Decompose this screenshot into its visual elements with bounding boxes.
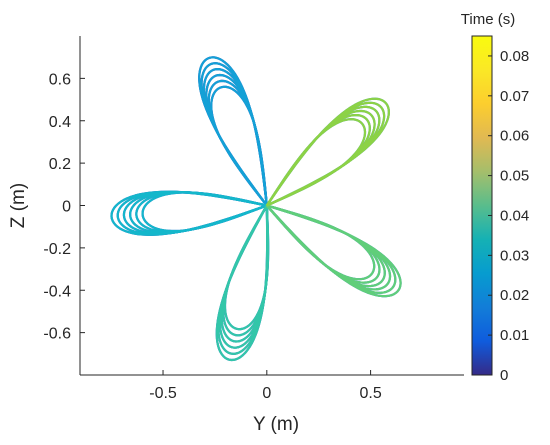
colorbar-tick-label: 0.04	[500, 207, 529, 224]
trajectory-ring	[265, 118, 367, 207]
colorbar-title: Time (s)	[461, 11, 515, 28]
trajectory-ring	[265, 105, 381, 207]
x-tick-label: 0.5	[359, 385, 381, 402]
trajectory-ring	[265, 204, 386, 288]
trajectory-ring	[265, 109, 376, 207]
colorbar-tick-label: 0	[500, 367, 508, 384]
trajectory-ring	[210, 85, 268, 207]
trajectory-ring	[141, 191, 268, 233]
trajectory-ring	[265, 105, 381, 207]
colorbar-gradient	[471, 35, 493, 376]
y-tick-label: -0.6	[43, 326, 71, 343]
trajectory-petal	[215, 204, 270, 362]
colorbar-tick-label: 0.06	[500, 128, 529, 145]
colorbar-tick-label: 0.05	[500, 168, 529, 185]
colorbar-tick-label: 0.03	[500, 247, 529, 264]
y-tick-label: 0.2	[49, 156, 71, 173]
trajectory-ring	[223, 204, 270, 331]
y-tick-label: -0.4	[43, 283, 71, 300]
colorbar-tick-label: 0.08	[500, 48, 529, 65]
trajectory-ring	[265, 118, 367, 207]
trajectory-ring	[217, 204, 269, 355]
trajectory-ring	[215, 204, 269, 362]
x-tick-label: -0.5	[149, 385, 177, 402]
trajectory-ring	[215, 204, 269, 362]
trajectory-ring	[265, 113, 371, 207]
colorbar-tick-label: 0.01	[500, 327, 529, 344]
trajectory-petal	[198, 56, 268, 207]
y-axis-label: Z (m)	[8, 183, 29, 228]
x-tick-label: 0	[262, 385, 271, 402]
trajectory-ring	[265, 113, 371, 207]
trajectory-ring	[217, 204, 269, 355]
y-tick-label: 0	[62, 199, 71, 216]
trajectory-ring	[265, 204, 392, 291]
colorbar: 0 0.01 0.02 0.03 0.04 0.05 0.06 0.07 0.08 Time (s…	[461, 11, 529, 384]
trajectory-petal	[110, 190, 268, 236]
trajectory-ring	[265, 204, 376, 281]
y-tick-label: 0.6	[49, 71, 71, 88]
trajectory-petal	[215, 204, 270, 362]
colorbar-tick-label: 0.07	[500, 88, 529, 105]
y-tick-label: 0.4	[49, 114, 71, 131]
trajectory-petal	[265, 204, 402, 298]
y-tick-label: -0.2	[43, 241, 71, 258]
trajectory-petal	[265, 97, 390, 207]
x-axis-label: Y (m)	[253, 414, 299, 435]
trajectory-ring	[265, 109, 376, 207]
axes: -0.5 0 0.5 -0.6 -0.4 -0.2 0 0.2 0.4 0.6 Y (m) Z (m)	[8, 36, 464, 435]
trajectory-layer	[110, 56, 402, 362]
colorbar-tick-label: 0.02	[500, 287, 529, 304]
